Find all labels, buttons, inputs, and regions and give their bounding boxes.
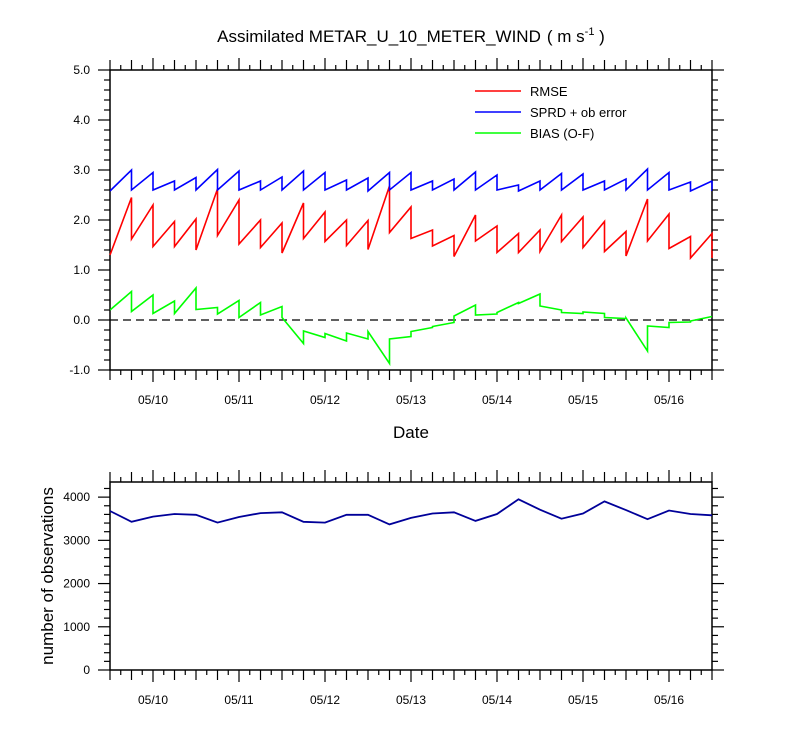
x-tick-label: 05/13 [396,693,426,707]
legend-label-rmse: RMSE [530,84,568,99]
series-line-rmse [109,185,713,261]
top-tick-marks [98,58,724,382]
x-axis-label: Date [393,423,429,442]
x-tick-label: 05/12 [310,393,340,407]
legend-label-sprd: SPRD + ob error [530,105,627,120]
y-tick-label: 1.0 [73,263,90,277]
bottom-series-lines [109,498,713,526]
legend: RMSE SPRD + ob error BIAS (O-F) [475,84,627,141]
y-tick-label: 2000 [63,577,90,591]
x-tick-label: 05/15 [568,693,598,707]
legend-label-bias: BIAS (O-F) [530,126,594,141]
x-tick-label: 05/11 [224,693,253,707]
y-tick-label: 0.0 [73,313,90,327]
series-line-sprd-ob-error [109,167,713,193]
bottom-plot-area [109,481,713,671]
y-tick-label: 3.0 [73,163,90,177]
y-tick-label: -1.0 [69,363,90,377]
plot-frame [109,481,713,671]
y-tick-label: 4000 [63,490,90,504]
chart-title-units: ( m s [547,27,585,46]
x-tick-label: 05/14 [482,693,512,707]
y-tick-label: 3000 [63,533,90,547]
x-tick-label: 05/10 [138,693,168,707]
x-tick-label: 05/11 [224,393,253,407]
bottom-tick-marks [98,470,724,682]
top-tick-labels: 05/10 05/11 05/12 05/13 05/14 05/15 05/16 -1.0 0… [69,63,684,407]
y-tick-label: 0 [83,663,90,677]
series-line-bias-o-f [109,285,713,367]
y-axis-label-observations: number of observations [38,487,57,665]
top-series-lines [109,167,713,367]
x-tick-label: 05/13 [396,393,426,407]
chart-title-main: Assimilated METAR_U_10_METER_WIND [217,27,541,46]
chart-title: Assimilated METAR_U_10_METER_WIND ( m s-1… [217,26,605,46]
series-line-observations [109,498,713,526]
y-tick-label: 2.0 [73,213,90,227]
x-tick-label: 05/10 [138,393,168,407]
y-tick-label: 4.0 [73,113,90,127]
x-tick-label: 05/16 [654,393,684,407]
y-tick-label: 5.0 [73,63,90,77]
y-tick-label: 1000 [63,620,90,634]
chart-title-units-exp: -1 [585,26,595,38]
x-tick-label: 05/16 [654,693,684,707]
x-tick-label: 05/12 [310,693,340,707]
x-tick-label: 05/14 [482,393,512,407]
x-tick-label: 05/15 [568,393,598,407]
bottom-tick-labels: 05/10 05/11 05/12 05/13 05/14 05/15 05/16 0 1000… [63,490,684,707]
chart-title-units-close: ) [594,27,604,46]
